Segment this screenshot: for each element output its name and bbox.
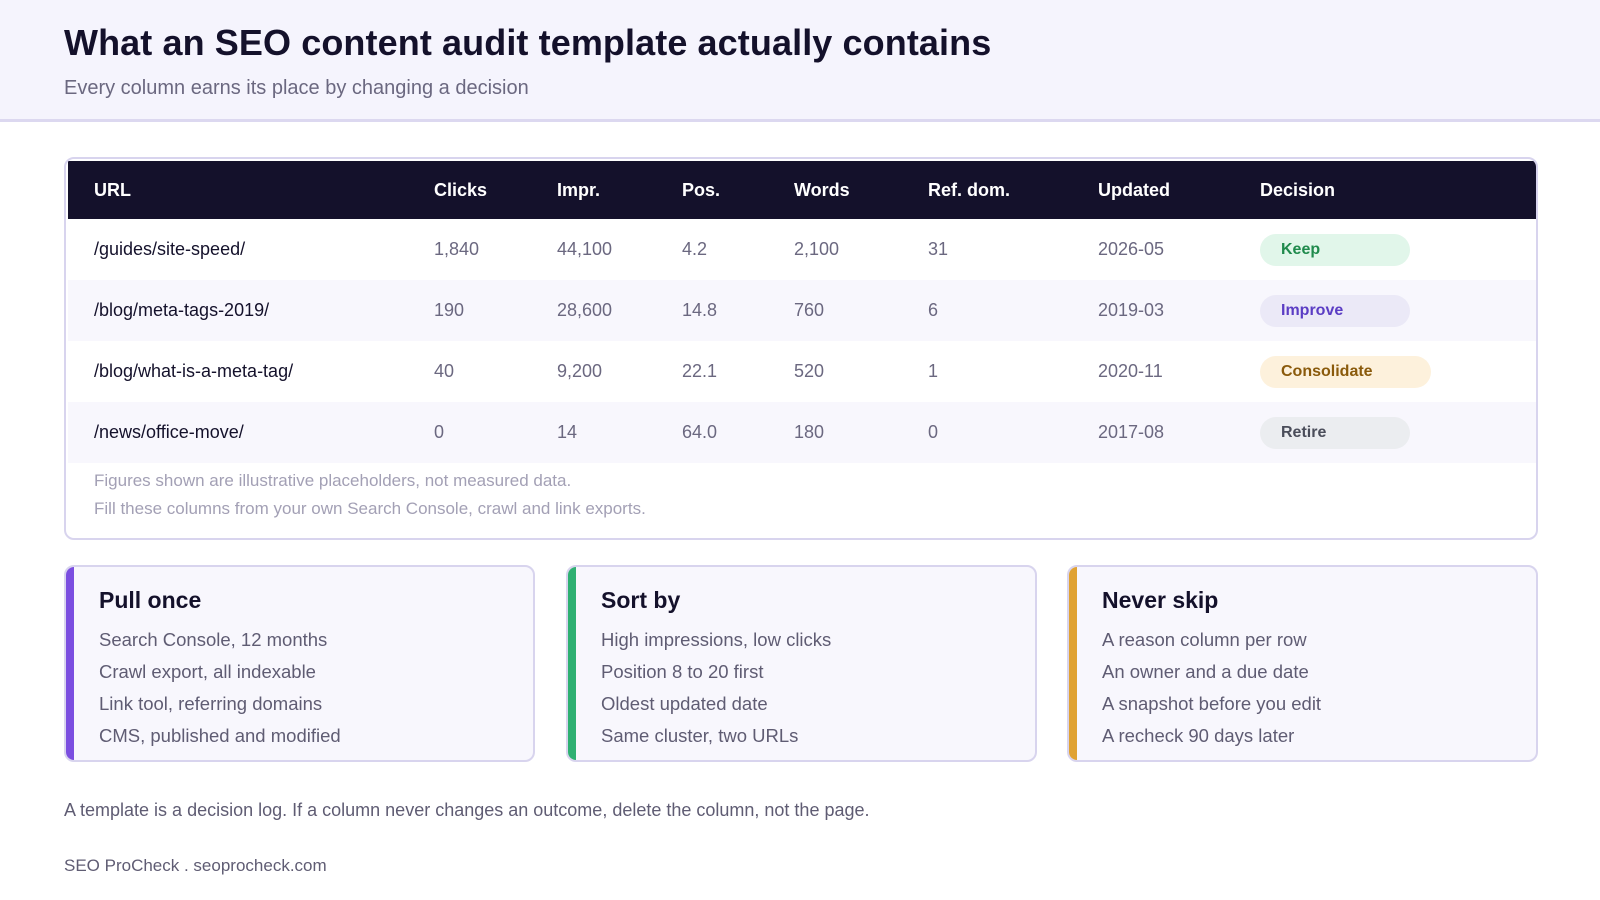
cell-ref-domains: 1 (928, 361, 939, 381)
cell-impressions: 28,600 (557, 300, 613, 320)
card-title: Pull once (99, 587, 202, 613)
cell-updated: 2020-11 (1098, 361, 1163, 381)
decision-badge-keep: Keep (1260, 234, 1410, 266)
card-item: A reason column per row (1102, 629, 1307, 650)
table-row: /guides/site-speed/ 1,840 44,100 4.2 2,1… (68, 219, 1536, 280)
card-accent-bar (1069, 567, 1077, 760)
cell-url: /news/office-move/ (94, 422, 244, 442)
cell-clicks: 1,840 (434, 239, 480, 259)
card-item: Search Console, 12 months (99, 629, 328, 650)
cell-words: 520 (794, 361, 825, 381)
table-note: Figures shown are illustrative placehold… (94, 471, 572, 490)
footnote: A template is a decision log. If a colum… (64, 800, 870, 820)
card-item: Crawl export, all indexable (99, 661, 316, 682)
card-pull-once: Pull once Search Console, 12 months Craw… (64, 565, 535, 762)
column-header-impressions: Impr. (557, 180, 601, 200)
card-item: Position 8 to 20 first (601, 661, 764, 682)
cell-words: 180 (794, 422, 825, 442)
cell-position: 4.2 (682, 239, 708, 259)
cell-words: 760 (794, 300, 825, 320)
card-never-skip: Never skip A reason column per row An ow… (1067, 565, 1538, 762)
table-row: /blog/meta-tags-2019/ 190 28,600 14.8 76… (68, 280, 1536, 341)
card-item: Same cluster, two URLs (601, 725, 799, 746)
column-header-position: Pos. (682, 180, 721, 200)
card-item: A recheck 90 days later (1102, 725, 1295, 746)
column-header-decision: Decision (1260, 180, 1336, 200)
card-title: Sort by (601, 587, 681, 613)
card-title: Never skip (1102, 587, 1219, 613)
cell-clicks: 190 (434, 300, 465, 320)
cell-ref-domains: 31 (928, 239, 949, 259)
cell-words: 2,100 (794, 239, 840, 259)
cell-url: /blog/meta-tags-2019/ (94, 300, 270, 320)
card-item: An owner and a due date (1102, 661, 1309, 682)
card-item: High impressions, low clicks (601, 629, 832, 650)
page-title: What an SEO content audit template actua… (64, 22, 992, 63)
card-accent-bar (66, 567, 74, 760)
cell-impressions: 44,100 (557, 239, 613, 259)
decision-badge-retire: Retire (1260, 417, 1410, 449)
audit-table: URL Clicks Impr. Pos. Words Ref. dom. Up… (64, 157, 1538, 540)
brand-footer: SEO ProCheck . seoprocheck.com (64, 856, 327, 875)
column-header-clicks: Clicks (434, 180, 488, 200)
cell-impressions: 9,200 (557, 361, 603, 381)
cell-impressions: 14 (557, 422, 578, 442)
cell-updated: 2019-03 (1098, 300, 1165, 320)
cell-clicks: 40 (434, 361, 455, 381)
table-header: URL Clicks Impr. Pos. Words Ref. dom. Up… (68, 161, 1536, 219)
cell-position: 64.0 (682, 422, 718, 442)
cell-url: /blog/what-is-a-meta-tag/ (94, 361, 294, 381)
cell-position: 14.8 (682, 300, 718, 320)
cell-clicks: 0 (434, 422, 445, 442)
table-note: Fill these columns from your own Search … (94, 499, 646, 518)
card-sort-by: Sort by High impressions, low clicks Pos… (566, 565, 1037, 762)
cell-updated: 2017-08 (1098, 422, 1165, 442)
card-accent-bar (568, 567, 576, 760)
column-header-url: URL (94, 180, 131, 200)
cell-url: /guides/site-speed/ (94, 239, 246, 259)
cell-ref-domains: 0 (928, 422, 939, 442)
cell-position: 22.1 (682, 361, 718, 381)
table-row: /news/office-move/ 0 14 64.0 180 0 2017-… (68, 402, 1536, 463)
page-subtitle: Every column earns its place by changing… (64, 77, 529, 99)
cell-updated: 2026-05 (1098, 239, 1165, 259)
decision-badge-improve: Improve (1260, 295, 1410, 327)
decision-badge-consolidate: Consolidate (1260, 356, 1431, 388)
card-item: Link tool, referring domains (99, 693, 323, 714)
table-row: /blog/what-is-a-meta-tag/ 40 9,200 22.1 … (68, 341, 1536, 402)
card-item: A snapshot before you edit (1102, 693, 1322, 714)
card-item: CMS, published and modified (99, 725, 341, 746)
column-header-ref-domains: Ref. dom. (928, 180, 1011, 200)
card-item: Oldest updated date (601, 693, 768, 714)
page-header: What an SEO content audit template actua… (0, 0, 1600, 122)
column-header-updated: Updated (1098, 180, 1170, 200)
cell-ref-domains: 6 (928, 300, 939, 320)
column-header-words: Words (794, 180, 850, 200)
